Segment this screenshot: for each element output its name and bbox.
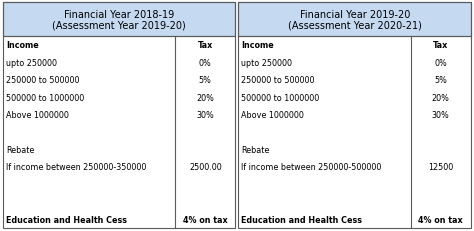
Text: 20%: 20% [196,93,214,102]
Text: 500000 to 1000000: 500000 to 1000000 [241,93,320,102]
Bar [238,3,471,228]
Text: Above 1000000: Above 1000000 [241,111,304,119]
Text: (Assessment Year 2019-20): (Assessment Year 2019-20) [52,21,186,31]
Bar [3,3,236,228]
Bar [3,3,236,37]
Text: Education and Health Cess: Education and Health Cess [241,215,363,224]
Bar [238,37,471,228]
Text: Above 1000000: Above 1000000 [6,111,69,119]
Text: 0%: 0% [434,58,447,67]
Text: 20%: 20% [432,93,450,102]
Text: (Assessment Year 2020-21): (Assessment Year 2020-21) [288,21,422,31]
Bar [238,3,471,37]
Text: If income between 250000-350000: If income between 250000-350000 [6,163,146,172]
Text: Financial Year 2018-19: Financial Year 2018-19 [64,10,174,20]
Text: Rebate: Rebate [241,145,270,154]
Text: 4% on tax: 4% on tax [419,215,463,224]
Text: upto 250000: upto 250000 [241,58,292,67]
Bar [3,37,236,228]
Text: Education and Health Cess: Education and Health Cess [6,215,127,224]
Text: 12500: 12500 [428,163,454,172]
Text: 2500.00: 2500.00 [189,163,222,172]
Text: Financial Year 2019-20: Financial Year 2019-20 [300,10,410,20]
Text: 250000 to 500000: 250000 to 500000 [241,76,315,85]
Text: If income between 250000-500000: If income between 250000-500000 [241,163,382,172]
Text: 500000 to 1000000: 500000 to 1000000 [6,93,84,102]
Text: Income: Income [6,41,39,50]
Text: 4% on tax: 4% on tax [183,215,228,224]
Text: 5%: 5% [434,76,447,85]
Text: 30%: 30% [432,111,450,119]
Text: 30%: 30% [196,111,214,119]
Text: 0%: 0% [199,58,212,67]
Text: Tax: Tax [433,41,448,50]
Text: upto 250000: upto 250000 [6,58,57,67]
Text: Rebate: Rebate [6,145,35,154]
Text: Tax: Tax [198,41,213,50]
Text: 250000 to 500000: 250000 to 500000 [6,76,80,85]
Text: 5%: 5% [199,76,212,85]
Text: Income: Income [241,41,274,50]
